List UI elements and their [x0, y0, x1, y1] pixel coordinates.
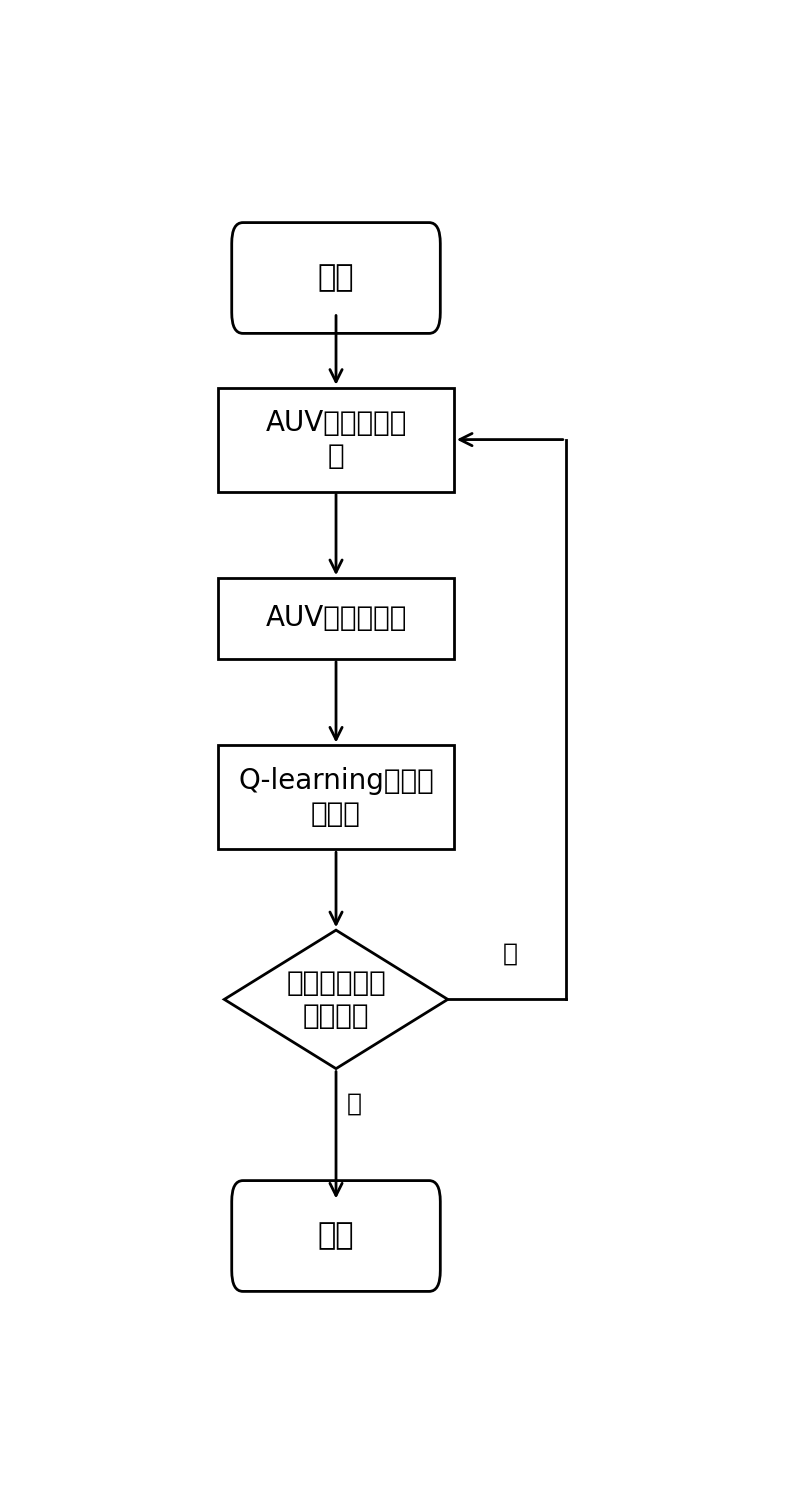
Bar [218, 579, 454, 660]
Text: 是否完成任务
簇的收集: 是否完成任务 簇的收集 [286, 970, 386, 1030]
Text: Q-learning进行路
径规划: Q-learning进行路 径规划 [238, 767, 434, 827]
Text: 否: 否 [502, 941, 517, 965]
Text: 结束: 结束 [318, 1222, 354, 1250]
Polygon shape [224, 929, 448, 1069]
FancyBboxPatch shape [231, 1181, 441, 1292]
Text: AUV确定目标簇: AUV确定目标簇 [265, 604, 407, 633]
Text: AUV计算接触概
率: AUV计算接触概 率 [265, 409, 407, 469]
Bar [218, 388, 454, 492]
Text: 是: 是 [347, 1091, 362, 1115]
FancyBboxPatch shape [231, 222, 441, 333]
Bar [218, 745, 454, 850]
Text: 开始: 开始 [318, 264, 354, 292]
